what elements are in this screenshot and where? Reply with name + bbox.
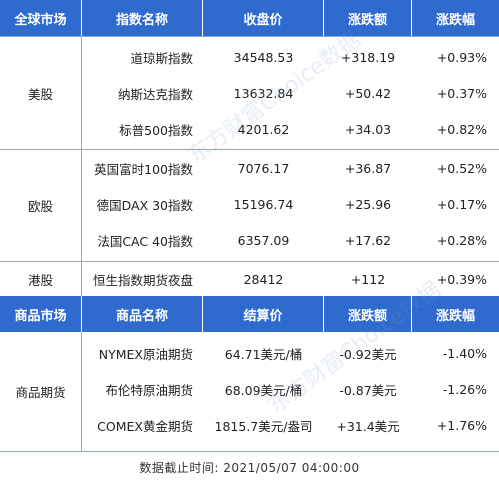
table-row: 标普500指数 4201.62 +34.03 +0.82% xyxy=(82,111,499,147)
table-row: COMEX黄金期货 1815.7美元/盎司 +31.4美元 +1.76% xyxy=(82,407,499,443)
group-label: 欧股 xyxy=(0,150,82,261)
group-eu-stocks: 欧股 英国富时100指数 7076.17 +36.87 +0.52% 德国DAX… xyxy=(0,150,499,262)
change-value: +50.42 xyxy=(344,85,392,101)
commodity-name: 布伦特原油期货 xyxy=(105,382,193,398)
index-name: 恒生指数期货夜盘 xyxy=(92,272,193,288)
settle-value: 64.71美元/桶 xyxy=(224,346,303,362)
commodity-name: NYMEX原油期货 xyxy=(98,346,193,362)
close-value: 15196.74 xyxy=(233,196,294,212)
table-row: 道琼斯指数 34548.53 +318.19 +0.93% xyxy=(82,39,499,75)
header-change: 涨跌额 xyxy=(324,296,412,332)
change-value: +36.87 xyxy=(344,160,392,176)
close-value: 28412 xyxy=(243,271,284,287)
group-label: 商品期货 xyxy=(0,332,82,451)
pct-value: +1.76% xyxy=(436,417,487,433)
header-change: 涨跌额 xyxy=(324,0,412,36)
close-value: 4201.62 xyxy=(237,121,290,137)
pct-value: +0.28% xyxy=(436,232,487,248)
change-value: +25.96 xyxy=(344,196,392,212)
change-value: +318.19 xyxy=(340,49,396,65)
table-header-commodities: 商品市场 商品名称 结算价 涨跌额 涨跌幅 xyxy=(0,296,499,332)
change-value: +31.4美元 xyxy=(336,418,400,434)
pct-value: +0.17% xyxy=(436,196,487,212)
table-row: NYMEX原油期货 64.71美元/桶 -0.92美元 -1.40% xyxy=(82,335,499,371)
table-row: 德国DAX 30指数 15196.74 +25.96 +0.17% xyxy=(82,186,499,222)
change-value: -0.92美元 xyxy=(339,346,397,362)
pct-value: +0.93% xyxy=(436,49,487,65)
table-row: 法国CAC 40指数 6357.09 +17.62 +0.28% xyxy=(82,222,499,258)
index-name: 法国CAC 40指数 xyxy=(97,233,193,249)
header-pct: 涨跌幅 xyxy=(435,12,475,28)
group-label: 港股 xyxy=(0,262,82,296)
index-name: 道琼斯指数 xyxy=(130,50,193,66)
settle-value: 68.09美元/桶 xyxy=(224,382,303,398)
change-value: +17.62 xyxy=(344,232,392,248)
pct-value: +0.37% xyxy=(436,85,487,101)
group-label: 美股 xyxy=(0,37,82,149)
index-name: 英国富时100指数 xyxy=(94,161,193,177)
group-us-stocks: 美股 道琼斯指数 34548.53 +318.19 +0.93% 纳斯达克指数 … xyxy=(0,36,499,150)
header-settle: 结算价 xyxy=(203,296,324,332)
index-name: 德国DAX 30指数 xyxy=(96,197,193,213)
table-row: 布伦特原油期货 68.09美元/桶 -0.87美元 -1.26% xyxy=(82,371,499,407)
settle-value: 1815.7美元/盎司 xyxy=(214,418,313,434)
close-value: 7076.17 xyxy=(237,160,290,176)
change-value: +34.03 xyxy=(344,121,392,137)
pct-value: +0.39% xyxy=(436,271,487,287)
pct-value: +0.52% xyxy=(436,160,487,176)
commodity-name: COMEX黄金期货 xyxy=(97,418,193,434)
header-commodity-name: 商品名称 xyxy=(82,296,203,332)
header-pct: 涨跌幅 xyxy=(435,308,475,324)
change-value: +112 xyxy=(350,271,386,287)
header-market: 商品市场 xyxy=(0,296,82,332)
data-cutoff-time: 数据截止时间: 2021/05/07 04:00:00 xyxy=(0,451,499,483)
index-name: 纳斯达克指数 xyxy=(117,86,193,102)
close-value: 13632.84 xyxy=(233,85,294,101)
group-commodity-futures: 商品期货 NYMEX原油期货 64.71美元/桶 -0.92美元 -1.40% … xyxy=(0,332,499,451)
header-close: 收盘价 xyxy=(203,0,324,36)
pct-value: -1.40% xyxy=(442,345,487,361)
index-name: 标普500指数 xyxy=(119,122,193,138)
close-value: 6357.09 xyxy=(237,232,290,248)
header-market: 全球市场 xyxy=(0,0,82,36)
table-row: 恒生指数期货夜盘 28412 +112 +0.39% xyxy=(82,262,499,296)
pct-value: -1.26% xyxy=(442,381,487,397)
pct-value: +0.82% xyxy=(436,121,487,137)
header-index-name: 指数名称 xyxy=(82,0,203,36)
table-row: 英国富时100指数 7076.17 +36.87 +0.52% xyxy=(82,150,499,186)
change-value: -0.87美元 xyxy=(339,382,397,398)
table-header-global: 全球市场 指数名称 收盘价 涨跌额 涨跌幅 xyxy=(0,0,499,36)
close-value: 34548.53 xyxy=(233,49,294,65)
table-row: 纳斯达克指数 13632.84 +50.42 +0.37% xyxy=(82,75,499,111)
group-hk-stocks: 港股 恒生指数期货夜盘 28412 +112 +0.39% xyxy=(0,262,499,296)
